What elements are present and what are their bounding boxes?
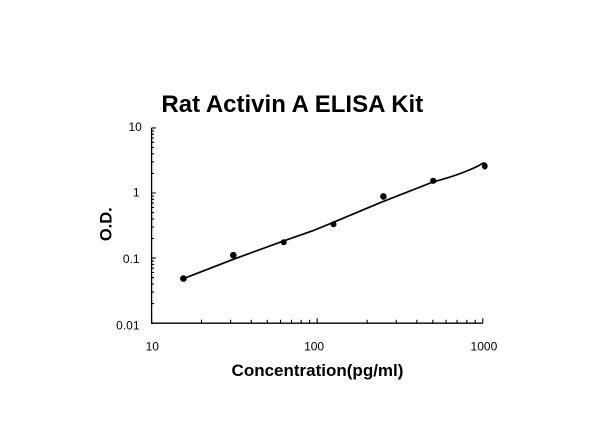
svg-text:0.01: 0.01 [116,319,140,333]
svg-text:Concentration(pg/ml): Concentration(pg/ml) [232,361,404,380]
svg-text:1000: 1000 [471,340,498,354]
svg-text:100: 100 [304,340,324,354]
svg-text:0.1: 0.1 [123,252,140,266]
svg-text:Rat Activin A ELISA Kit: Rat Activin A ELISA Kit [161,91,423,118]
svg-text:1: 1 [133,186,140,200]
svg-text:10: 10 [128,120,142,134]
svg-text:10: 10 [146,340,160,354]
svg-text:O.D.: O.D. [98,207,116,241]
